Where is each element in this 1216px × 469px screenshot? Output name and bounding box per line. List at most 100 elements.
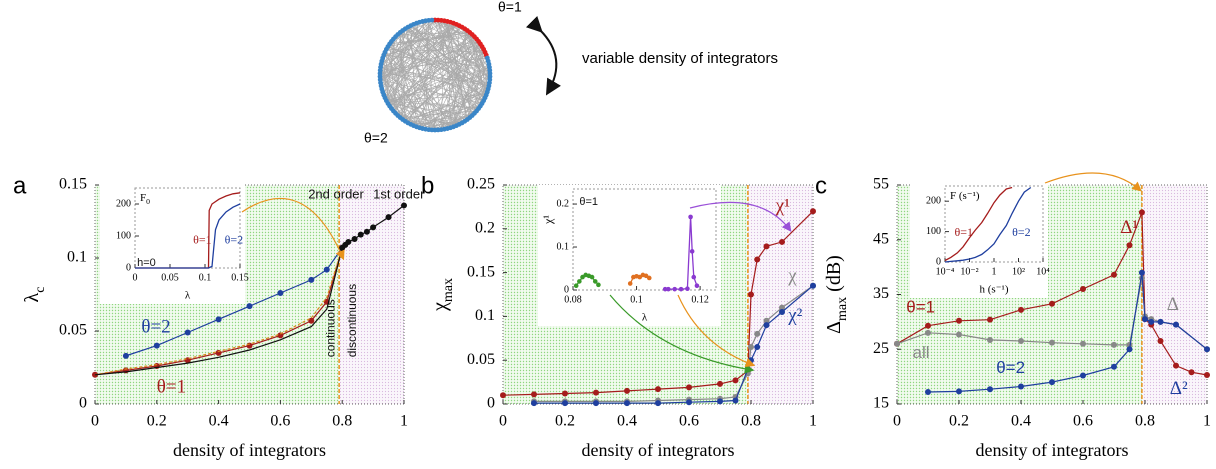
point bbox=[688, 214, 693, 220]
edge bbox=[440, 20, 445, 130]
inset-background bbox=[910, 182, 1048, 298]
y-axis-label: λc bbox=[21, 287, 48, 303]
edge bbox=[380, 41, 479, 80]
series-line bbox=[944, 186, 1032, 263]
inset-background bbox=[538, 185, 721, 326]
series-label: χ¹ bbox=[775, 195, 790, 216]
diagram-label: θ=2 bbox=[364, 130, 388, 146]
series-label: θ=1 bbox=[955, 225, 974, 239]
arrows bbox=[241, 172, 1142, 374]
x-tick-label: 1 bbox=[992, 266, 997, 277]
x-tick-label: 10⁻² bbox=[960, 266, 978, 277]
point bbox=[1157, 318, 1164, 325]
series-line bbox=[135, 203, 241, 269]
point bbox=[277, 332, 284, 339]
point bbox=[956, 331, 962, 338]
point bbox=[763, 322, 770, 329]
y-tick-label: 0 bbox=[126, 262, 131, 273]
x-axis-label: λ bbox=[642, 312, 648, 324]
arrow bbox=[1044, 172, 1142, 192]
point bbox=[562, 400, 568, 407]
x-tick-label: 0.1 bbox=[630, 294, 643, 305]
point bbox=[672, 286, 677, 292]
point bbox=[1049, 379, 1055, 386]
edge bbox=[399, 24, 457, 118]
x-axis-label: h (s⁻¹) bbox=[980, 284, 1009, 296]
plot-frame bbox=[944, 185, 1044, 263]
edge bbox=[404, 28, 439, 131]
edge bbox=[419, 119, 468, 129]
edge bbox=[447, 21, 451, 128]
series-label: χ bbox=[787, 265, 797, 286]
annotation: h=0 bbox=[137, 257, 156, 269]
point bbox=[589, 274, 595, 280]
point bbox=[717, 380, 723, 387]
point bbox=[748, 344, 754, 351]
y-tick-label: 200 bbox=[926, 195, 941, 206]
edge bbox=[474, 46, 483, 114]
point bbox=[925, 329, 931, 336]
edge bbox=[380, 22, 420, 87]
point bbox=[357, 231, 364, 238]
point bbox=[1049, 339, 1055, 346]
point bbox=[184, 329, 191, 336]
point bbox=[385, 214, 392, 221]
point bbox=[1188, 369, 1195, 376]
x-tick-label: 0.15 bbox=[231, 272, 249, 283]
y-tick-label: 200 bbox=[116, 198, 131, 209]
edge bbox=[383, 54, 401, 118]
point bbox=[987, 316, 993, 323]
panel-letter: b bbox=[421, 172, 434, 199]
edge bbox=[453, 23, 490, 87]
edge bbox=[389, 43, 396, 114]
x-tick-label: 0.8 bbox=[1135, 413, 1155, 430]
point bbox=[1111, 271, 1117, 278]
point bbox=[345, 238, 352, 245]
point bbox=[732, 397, 739, 404]
point bbox=[987, 336, 993, 343]
edge bbox=[380, 64, 392, 109]
point bbox=[678, 286, 684, 292]
point bbox=[573, 283, 579, 289]
point bbox=[627, 281, 633, 286]
edge bbox=[402, 30, 468, 120]
y-tick-label: 55 bbox=[873, 176, 889, 193]
x-tick-label: 0.6 bbox=[270, 413, 290, 430]
edge bbox=[380, 66, 488, 93]
edge bbox=[413, 24, 477, 112]
point bbox=[577, 279, 582, 284]
point bbox=[748, 357, 754, 364]
point bbox=[562, 390, 568, 397]
x-tick-label: 0.05 bbox=[161, 272, 179, 283]
edge bbox=[389, 19, 433, 107]
point bbox=[246, 303, 253, 310]
edge bbox=[380, 19, 436, 84]
point bbox=[1204, 346, 1210, 353]
point bbox=[655, 386, 661, 393]
point bbox=[596, 282, 601, 288]
node bbox=[429, 17, 435, 23]
edge bbox=[467, 41, 479, 120]
point bbox=[1111, 341, 1117, 348]
edge bbox=[379, 19, 436, 74]
edge bbox=[405, 46, 483, 122]
arrow bbox=[677, 294, 756, 367]
annotation: 1st order bbox=[373, 187, 425, 202]
x-tick-label: 1 bbox=[400, 413, 408, 430]
point bbox=[748, 291, 754, 298]
y-tick-label: 100 bbox=[926, 226, 941, 237]
series-line bbox=[534, 285, 814, 404]
point bbox=[685, 286, 690, 292]
y-label-symbol: Δ bbox=[823, 321, 845, 334]
x-tick-label: 0.1 bbox=[199, 272, 212, 283]
annotation: all bbox=[913, 343, 930, 362]
point bbox=[531, 400, 537, 407]
y-tick-label: 25 bbox=[873, 340, 889, 357]
series-label: Δ² bbox=[1170, 378, 1188, 399]
x-tick-label: 0.6 bbox=[1073, 413, 1093, 430]
edge bbox=[393, 24, 457, 112]
y-tick-label: 0.1 bbox=[475, 307, 495, 324]
edge bbox=[397, 32, 470, 35]
series-label: θ=2 bbox=[141, 316, 170, 337]
x-tick-label: 0.2 bbox=[949, 413, 969, 430]
